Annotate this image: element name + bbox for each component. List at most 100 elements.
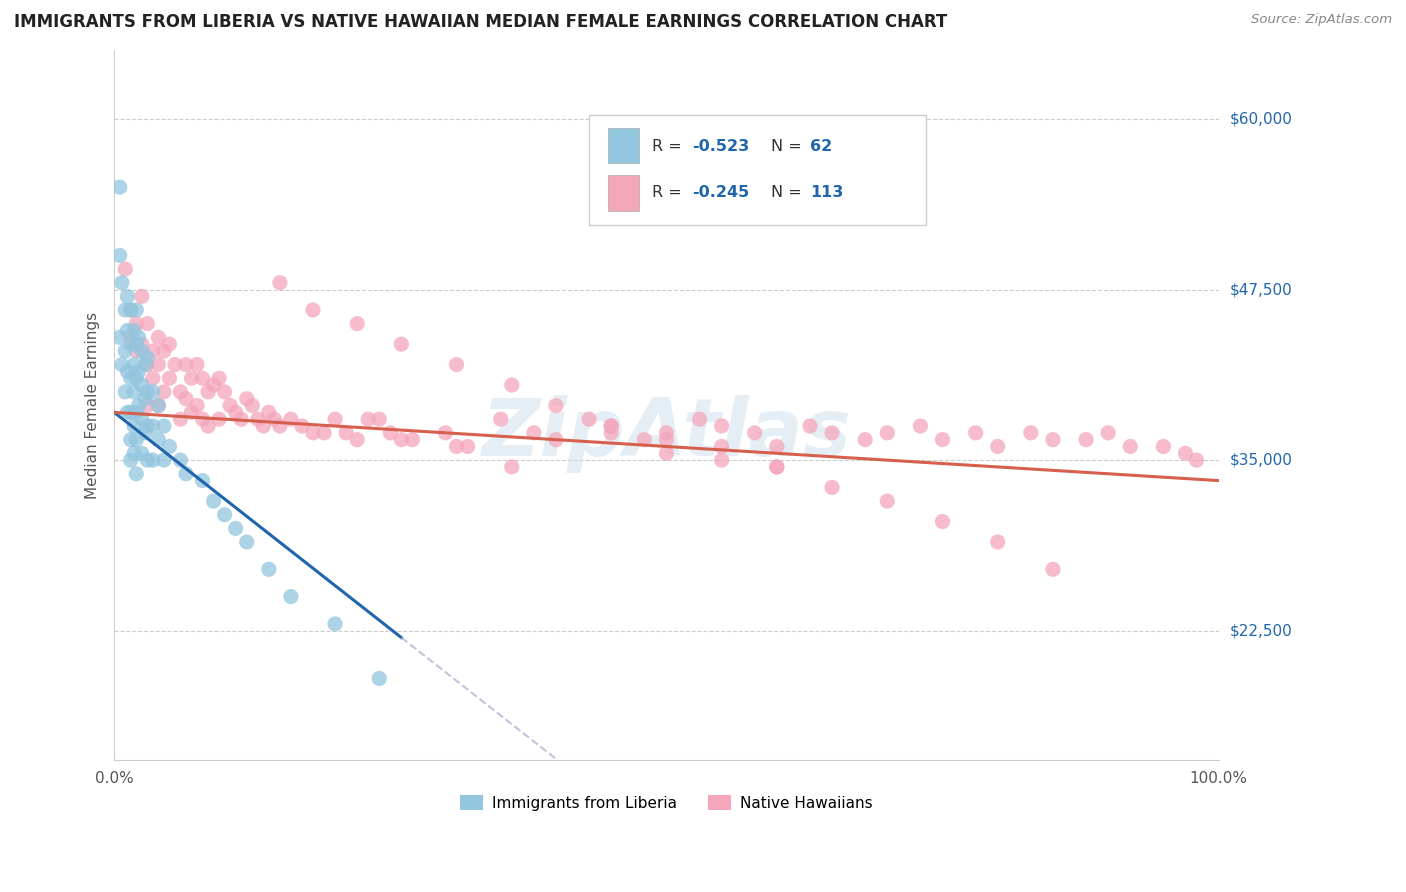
- Point: [153, 343, 176, 358]
- Point: [142, 453, 165, 467]
- Point: [655, 433, 678, 447]
- Text: 62: 62: [810, 139, 832, 154]
- Point: [163, 358, 186, 372]
- Point: [263, 412, 285, 426]
- Point: [114, 384, 136, 399]
- Point: [1042, 562, 1064, 576]
- Point: [368, 672, 391, 686]
- FancyBboxPatch shape: [589, 114, 927, 225]
- Point: [231, 412, 253, 426]
- Point: [208, 412, 231, 426]
- Point: [434, 425, 457, 440]
- Point: [131, 378, 153, 392]
- Point: [125, 317, 148, 331]
- Point: [291, 419, 314, 434]
- Point: [689, 412, 711, 426]
- Legend: Immigrants from Liberia, Native Hawaiians: Immigrants from Liberia, Native Hawaiian…: [454, 789, 879, 816]
- Point: [125, 303, 148, 318]
- Point: [114, 262, 136, 277]
- Point: [142, 371, 165, 385]
- Point: [108, 180, 131, 194]
- Point: [578, 412, 600, 426]
- Point: [169, 453, 191, 467]
- Point: [931, 433, 953, 447]
- Point: [191, 371, 214, 385]
- Text: ZipAtlas: ZipAtlas: [481, 395, 851, 473]
- Point: [122, 446, 145, 460]
- Point: [987, 535, 1010, 549]
- Point: [600, 419, 623, 434]
- Point: [125, 343, 148, 358]
- Point: [169, 384, 191, 399]
- Point: [117, 289, 139, 303]
- Point: [117, 405, 139, 419]
- Point: [191, 474, 214, 488]
- Point: [202, 378, 225, 392]
- Point: [120, 433, 142, 447]
- Point: [876, 494, 898, 508]
- Point: [280, 412, 302, 426]
- Point: [323, 616, 346, 631]
- Point: [157, 371, 180, 385]
- Point: [157, 440, 180, 454]
- Point: [1185, 453, 1208, 467]
- Point: [257, 405, 280, 419]
- Point: [111, 358, 134, 372]
- Point: [174, 467, 197, 481]
- Point: [153, 453, 176, 467]
- Point: [136, 384, 159, 399]
- Text: 113: 113: [810, 185, 844, 200]
- Point: [131, 337, 153, 351]
- Text: N =: N =: [772, 139, 807, 154]
- Point: [501, 378, 523, 392]
- Point: [174, 358, 197, 372]
- Point: [446, 358, 468, 372]
- Point: [1042, 433, 1064, 447]
- Text: $47,500: $47,500: [1230, 282, 1292, 297]
- Point: [169, 412, 191, 426]
- Point: [122, 358, 145, 372]
- Point: [125, 433, 148, 447]
- Point: [323, 412, 346, 426]
- Point: [799, 419, 821, 434]
- Point: [186, 399, 208, 413]
- Point: [120, 303, 142, 318]
- Point: [125, 337, 148, 351]
- Point: [1097, 425, 1119, 440]
- Point: [127, 330, 149, 344]
- Point: [225, 521, 247, 535]
- Point: [302, 425, 325, 440]
- Point: [120, 303, 142, 318]
- Point: [120, 405, 142, 419]
- Point: [389, 433, 412, 447]
- Text: R =: R =: [652, 185, 688, 200]
- Point: [131, 289, 153, 303]
- Point: [153, 384, 176, 399]
- Point: [744, 425, 766, 440]
- Point: [122, 419, 145, 434]
- Point: [257, 562, 280, 576]
- Point: [108, 248, 131, 262]
- Point: [240, 399, 263, 413]
- Point: [357, 412, 380, 426]
- Point: [120, 337, 142, 351]
- Point: [910, 419, 932, 434]
- Point: [1074, 433, 1097, 447]
- Point: [214, 384, 236, 399]
- Point: [821, 425, 844, 440]
- Point: [280, 590, 302, 604]
- Point: [965, 425, 987, 440]
- Point: [821, 480, 844, 494]
- Point: [197, 384, 219, 399]
- Point: [131, 446, 153, 460]
- Point: [122, 323, 145, 337]
- Point: [142, 343, 165, 358]
- Point: [114, 303, 136, 318]
- Point: [544, 399, 567, 413]
- Point: [136, 358, 159, 372]
- Point: [876, 425, 898, 440]
- Point: [380, 425, 402, 440]
- Point: [600, 425, 623, 440]
- Point: [127, 364, 149, 378]
- Point: [197, 419, 219, 434]
